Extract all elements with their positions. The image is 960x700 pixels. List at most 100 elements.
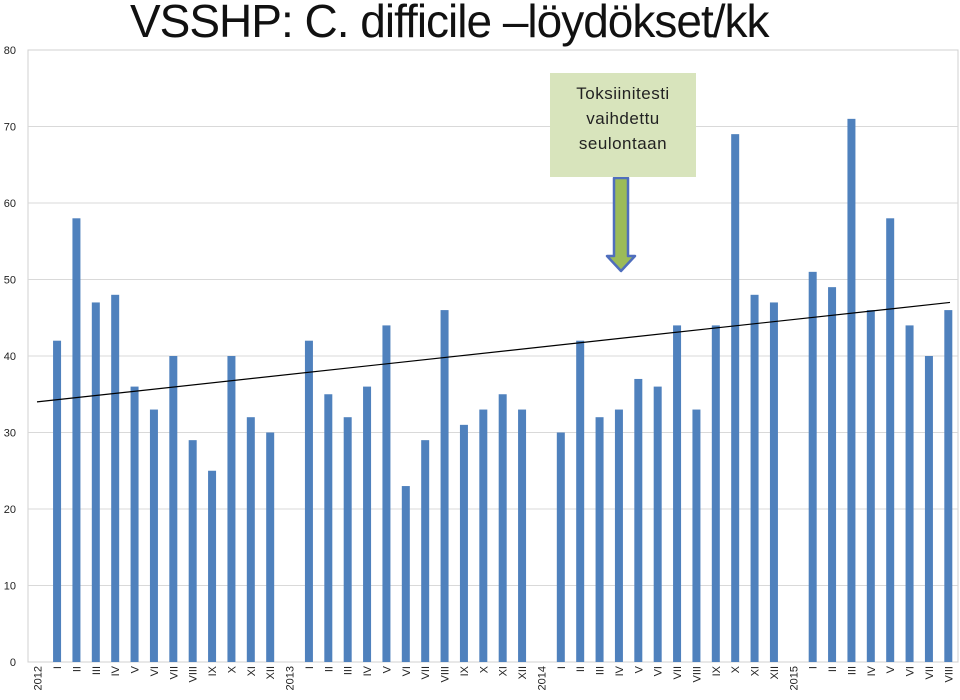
- x-tick-label: I: [52, 666, 64, 669]
- x-tick-label: VI: [149, 666, 161, 676]
- y-tick-label: 60: [4, 198, 16, 210]
- bar: [673, 325, 682, 662]
- arrow-icon: [605, 176, 637, 273]
- x-tick-label: II: [71, 666, 83, 672]
- bar: [382, 325, 391, 662]
- x-tick-label: VII: [420, 666, 432, 679]
- x-tick-label: V: [633, 665, 645, 673]
- y-tick-label: 50: [4, 275, 16, 287]
- bars: [53, 118, 953, 663]
- x-tick-label: VII: [924, 666, 936, 679]
- x-tick-label: 2015: [788, 666, 800, 690]
- x-tick-label: VII: [168, 666, 180, 679]
- x-tick-label: III: [595, 666, 607, 675]
- bar: [711, 325, 720, 662]
- y-tick-label: 20: [4, 504, 16, 516]
- x-axis-labels: 2012 I II III IV V VI VII VIII IX X XI XII 2013 I II III…: [33, 665, 956, 690]
- x-tick-label: III: [846, 666, 858, 675]
- x-tick-label: X: [478, 665, 490, 673]
- x-tick-label: VIII: [440, 666, 452, 683]
- y-tick-label: 0: [10, 657, 16, 669]
- x-tick-label: 2014: [536, 666, 548, 690]
- chart-title: VSSHP: C. difficile –löydökset/kk: [130, 0, 770, 47]
- x-tick-label: V: [381, 665, 393, 673]
- bar: [266, 432, 275, 662]
- bar: [343, 417, 352, 662]
- bar: [653, 386, 662, 662]
- x-tick-label: IV: [110, 665, 122, 676]
- x-tick-label: VIII: [943, 666, 955, 683]
- x-tick-label: VIII: [691, 666, 703, 683]
- bar: [130, 386, 139, 662]
- bar: [866, 310, 875, 662]
- x-tick-label: IX: [711, 665, 723, 676]
- x-tick-label: X: [226, 665, 238, 673]
- bar: [72, 218, 81, 663]
- bar: [479, 409, 488, 662]
- bar: [518, 409, 527, 662]
- bar: [769, 302, 778, 662]
- bar: [731, 134, 740, 662]
- gridlines: [27, 49, 959, 663]
- bar: [808, 271, 817, 662]
- x-tick-label: I: [556, 666, 568, 669]
- x-tick-label: XI: [750, 666, 762, 676]
- x-tick-label: VI: [401, 666, 413, 676]
- trendline: [36, 301, 951, 403]
- x-tick-label: 2013: [285, 666, 297, 690]
- bar: [924, 356, 933, 662]
- bar: [459, 424, 468, 662]
- x-tick-label: XI: [246, 666, 258, 676]
- bar: [828, 287, 837, 662]
- x-tick-label: X: [730, 665, 742, 673]
- x-tick-label: III: [91, 666, 103, 675]
- bar: [614, 409, 623, 662]
- bar: [576, 340, 585, 662]
- bar: [227, 356, 236, 662]
- bar: [363, 386, 372, 662]
- y-tick-label: 10: [4, 581, 16, 593]
- x-tick-label: VI: [905, 666, 917, 676]
- x-tick-label: III: [343, 666, 355, 675]
- bar: [944, 310, 953, 662]
- bar: [886, 218, 895, 663]
- x-tick-label: VI: [653, 666, 665, 676]
- down-arrow-icon: [605, 176, 637, 273]
- y-tick-label: 80: [4, 45, 16, 57]
- bar: [208, 470, 217, 662]
- bar: [246, 417, 255, 662]
- x-tick-label: II: [575, 666, 587, 672]
- x-tick-label: XII: [769, 666, 781, 679]
- bar: [324, 394, 333, 662]
- bar: [401, 486, 410, 662]
- bar: [595, 417, 604, 662]
- bar: [421, 440, 430, 662]
- y-tick-label: 70: [4, 122, 16, 134]
- bar: [169, 356, 178, 662]
- bar: [556, 432, 565, 662]
- bar: [149, 409, 158, 662]
- trend-line: [36, 301, 951, 403]
- bar: [111, 294, 120, 662]
- bar: [498, 394, 507, 662]
- bar: [91, 302, 100, 662]
- x-tick-label: V: [130, 665, 142, 673]
- bar: [304, 340, 313, 662]
- y-tick-label: 40: [4, 351, 16, 363]
- x-tick-label: XII: [265, 666, 277, 679]
- x-tick-label: IV: [362, 665, 374, 676]
- x-tick-label: I: [808, 666, 820, 669]
- bar: [750, 294, 759, 662]
- bar: [440, 310, 449, 662]
- x-tick-label: II: [323, 666, 335, 672]
- x-tick-label: XI: [498, 666, 510, 676]
- x-tick-label: IV: [866, 665, 878, 676]
- y-tick-label: 30: [4, 428, 16, 440]
- x-tick-label: V: [885, 665, 897, 673]
- y-axis-ticks: 0 10 20 30 40 50 60 70 80: [4, 45, 16, 669]
- x-tick-label: II: [827, 666, 839, 672]
- bar: [188, 440, 197, 662]
- x-tick-label: I: [304, 666, 316, 669]
- bar: [692, 409, 701, 662]
